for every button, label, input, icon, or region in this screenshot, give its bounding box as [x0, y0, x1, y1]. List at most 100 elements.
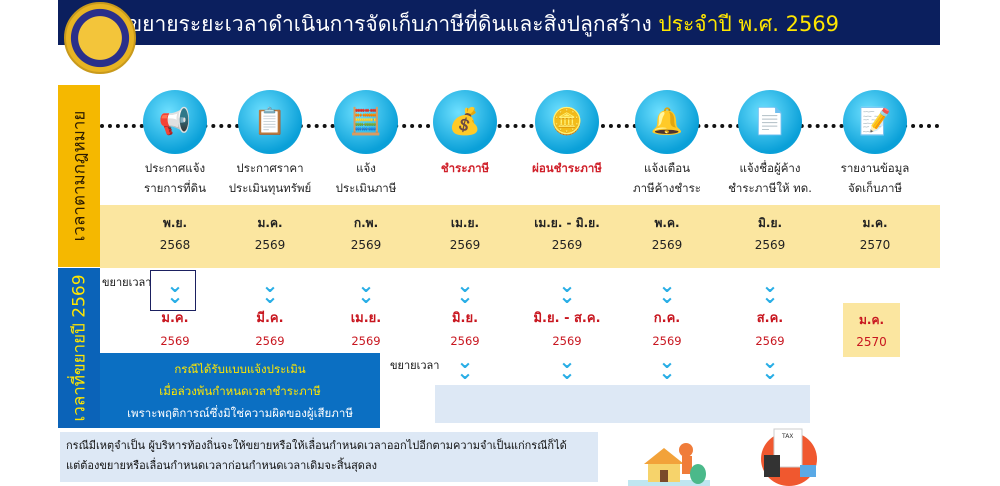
extended-date: มิ.ย. - ส.ค. 2569	[512, 308, 622, 352]
extended-month: มี.ค.	[256, 311, 284, 326]
money-bag-icon: 💰	[433, 90, 497, 154]
step-label: แจ้งเตือนภาษีค้างชำระ	[607, 158, 727, 198]
chevron-down-icon: ⌄ ⌄	[761, 349, 779, 384]
legal-date: พ.ย. 2568	[120, 212, 230, 256]
timeline-dotted-line	[100, 124, 940, 128]
extended-month: มิ.ย. - ส.ค.	[533, 311, 601, 326]
step-line-1: ประกาศราคา	[236, 161, 304, 175]
legal-month: ม.ค.	[257, 216, 283, 230]
legal-month: ก.พ.	[353, 216, 379, 230]
legal-year: 2568	[159, 238, 191, 252]
case-line-3: เพราะพฤติการณ์ซึ่งมิใช่ความผิดของผู้เสีย…	[127, 406, 353, 420]
tax-calculator-icon: 🧮	[334, 90, 398, 154]
chevron-down-icon: ⌄ ⌄	[558, 349, 576, 384]
title-highlight: ประจำปี พ.ศ. 2569	[658, 12, 840, 36]
step-line-1: แจ้งเตือน	[644, 161, 690, 175]
step-line-2: จัดเก็บภาษี	[847, 181, 903, 195]
note-line-2: แต่ต้องขยายหรือเลื่อนกำหนดเวลาก่อนกำหนดเ…	[66, 459, 378, 472]
extended-date-box-report: ม.ค. 2570	[843, 303, 900, 357]
legal-date: ม.ค. 2570	[820, 212, 930, 256]
extended-month: ส.ค.	[756, 311, 784, 326]
step-line-2: ประเมินทุนทรัพย์	[228, 181, 312, 195]
chevron-down-icon: ⌄ ⌄	[456, 349, 474, 384]
step-line-1: รายงานข้อมูล	[840, 161, 910, 175]
bell-icon: 🔔	[635, 90, 699, 154]
step-label: ผ่อนชำระภาษี	[507, 158, 627, 178]
extended-time-text: เวลาที่ขยายปี 2569	[69, 274, 90, 422]
step-label: รายงานข้อมูลจัดเก็บภาษี	[815, 158, 935, 198]
step-label: ชำระภาษี	[405, 158, 525, 178]
legal-dates-band	[100, 205, 940, 268]
legal-year: 2570	[859, 238, 891, 252]
report-clipboard-icon: 📝	[843, 90, 907, 154]
chevron-down-icon: ⌄ ⌄	[166, 273, 184, 308]
step-line-2: รายการที่ดิน	[144, 181, 206, 195]
extended-year: 2569	[755, 334, 785, 348]
extended-year: 2570	[856, 335, 887, 349]
legal-month: เม.ย. - มิ.ย.	[534, 216, 600, 230]
svg-text:TAX: TAX	[781, 433, 793, 440]
extend-label-2: ขยายเวลา	[390, 359, 440, 372]
legal-month: ม.ค.	[862, 216, 888, 230]
department-seal-logo	[64, 2, 136, 74]
extend-label: ขยายเวลา	[102, 276, 152, 289]
extended-date: เม.ย. 2569	[311, 308, 421, 352]
step-label: แจ้งชื่อผู้ค้างชำระภาษีให้ ทด.	[710, 158, 830, 198]
legal-month: เม.ย.	[450, 216, 480, 230]
step-label: ประกาศแจ้งรายการที่ดิน	[115, 158, 235, 198]
legal-date: ม.ค. 2569	[215, 212, 325, 256]
legal-date: เม.ย. 2569	[410, 212, 520, 256]
extended-year: 2569	[160, 334, 190, 348]
chevron-down-icon: ⌄ ⌄	[456, 273, 474, 308]
legal-year: 2569	[254, 238, 286, 252]
tax-document-icon: 📄	[738, 90, 802, 154]
legal-month: พ.ย.	[162, 216, 188, 230]
legal-time-text: เวลาตามกฎหมาย	[69, 110, 90, 242]
legal-date: ก.พ. 2569	[311, 212, 421, 256]
legal-year: 2569	[651, 238, 683, 252]
tax-documents-illustration: TAX	[761, 428, 817, 486]
step-line-2: ประเมินภาษี	[335, 181, 397, 195]
step-line-1: ประกาศแจ้ง	[144, 161, 206, 175]
megaphone-icon: 📢	[143, 90, 207, 154]
step-line-1: ผ่อนชำระภาษี	[532, 161, 602, 175]
step-label: ประกาศราคาประเมินทุนทรัพย์	[210, 158, 330, 198]
chevron-down-icon: ⌄ ⌄	[261, 273, 279, 308]
extended-date: มี.ค. 2569	[215, 308, 325, 352]
legal-month: มิ.ย.	[757, 216, 783, 230]
step-line-2: ภาษีค้างชำระ	[632, 181, 701, 195]
legal-month: พ.ค.	[654, 216, 680, 230]
case-box: กรณีได้รับแบบแจ้งประเมิน เมื่อล่วงพ้นกำห…	[100, 353, 380, 428]
step-line-1: แจ้ง	[356, 161, 376, 175]
extended-year: 2569	[552, 334, 582, 348]
extended-year: 2569	[450, 334, 480, 348]
legal-year: 2569	[449, 238, 481, 252]
extended-year: 2569	[652, 334, 682, 348]
legal-year: 2569	[350, 238, 382, 252]
extended-year: 2569	[351, 334, 381, 348]
extended-date: มิ.ย. 2569	[410, 308, 520, 352]
case-line-2: เมื่อล่วงพ้นกำหนดเวลาชำระภาษี	[159, 384, 321, 398]
extended-time-label: เวลาที่ขยายปี 2569	[58, 268, 100, 428]
note-box: กรณีมีเหตุจำเป็น ผู้บริหารท้องถิ่นจะให้ข…	[60, 432, 598, 482]
house-illustration	[628, 443, 710, 486]
legal-date: เม.ย. - มิ.ย. 2569	[512, 212, 622, 256]
legal-time-label: เวลาตามกฎหมาย	[58, 85, 100, 267]
step-line-1: แจ้งชื่อผู้ค้าง	[739, 161, 801, 175]
note-line-1: กรณีมีเหตุจำเป็น ผู้บริหารท้องถิ่นจะให้ข…	[66, 439, 567, 452]
step-line-1: ชำระภาษี	[440, 161, 490, 175]
header-bar	[58, 0, 940, 45]
legal-date: มิ.ย. 2569	[715, 212, 825, 256]
extended-month: มิ.ย.	[451, 311, 479, 326]
extended-date: ส.ค. 2569	[715, 308, 825, 352]
legal-date: พ.ค. 2569	[612, 212, 722, 256]
chevron-down-icon: ⌄ ⌄	[761, 273, 779, 308]
extended-date: ม.ค. 2569	[120, 308, 230, 352]
extended-month: ก.ค.	[653, 311, 681, 326]
step-line-2: ชำระภาษีให้ ทด.	[728, 181, 812, 195]
chevron-down-icon: ⌄ ⌄	[658, 349, 676, 384]
page-title: การขยายระยะเวลาดำเนินการจัดเก็บภาษีที่ดิ…	[92, 8, 839, 41]
extended-date: ก.ค. 2569	[612, 308, 722, 352]
case-line-1: กรณีได้รับแบบแจ้งประเมิน	[174, 362, 306, 376]
extended-month: เม.ย.	[350, 311, 382, 326]
